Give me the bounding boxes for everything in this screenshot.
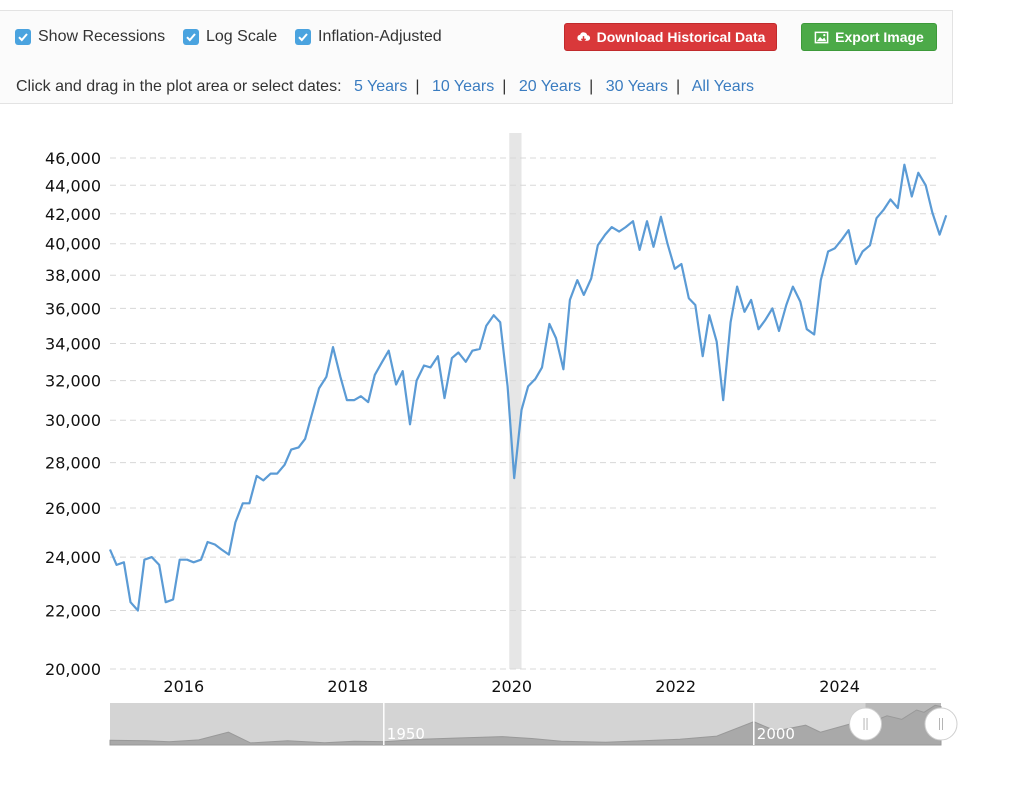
x-tick-label: 2024 bbox=[819, 677, 860, 696]
export-button-label: Export Image bbox=[835, 29, 924, 45]
navigator-year-label: 1950 bbox=[387, 725, 425, 743]
y-tick-label: 30,000 bbox=[45, 411, 101, 430]
y-tick-label: 22,000 bbox=[45, 602, 101, 621]
recession-band bbox=[509, 133, 522, 669]
download-historical-data-button[interactable]: Download Historical Data bbox=[564, 23, 777, 51]
image-icon bbox=[814, 31, 829, 43]
export-image-button[interactable]: Export Image bbox=[801, 23, 937, 51]
inflation-adjusted-checkbox[interactable]: Inflation-Adjusted bbox=[295, 28, 442, 46]
log-scale-checkbox[interactable]: Log Scale bbox=[183, 28, 277, 46]
checkmark-icon bbox=[15, 29, 31, 45]
range-30-years-link[interactable]: 30 Years bbox=[605, 78, 669, 95]
x-tick-label: 2020 bbox=[491, 677, 532, 696]
y-tick-label: 38,000 bbox=[45, 266, 101, 285]
separator: | bbox=[676, 78, 681, 95]
date-range-selector: Click and drag in the plot area or selec… bbox=[16, 78, 754, 96]
date-prompt: Click and drag in the plot area or selec… bbox=[16, 78, 342, 95]
navigator-series-area bbox=[109, 704, 942, 746]
separator: | bbox=[589, 78, 594, 95]
y-tick-label: 46,000 bbox=[45, 149, 101, 168]
y-tick-label: 34,000 bbox=[45, 334, 101, 353]
show-recessions-label: Show Recessions bbox=[38, 28, 166, 45]
y-tick-label: 42,000 bbox=[45, 205, 101, 224]
inflation-adjusted-label: Inflation-Adjusted bbox=[318, 28, 442, 45]
y-tick-label: 28,000 bbox=[45, 454, 101, 473]
show-recessions-checkbox[interactable]: Show Recessions bbox=[15, 28, 165, 46]
y-tick-label: 36,000 bbox=[45, 299, 101, 318]
navigator-handle[interactable] bbox=[849, 707, 883, 741]
log-scale-label: Log Scale bbox=[206, 28, 278, 45]
range-all-years-link[interactable]: All Years bbox=[691, 78, 755, 95]
separator: | bbox=[502, 78, 507, 95]
y-tick-label: 26,000 bbox=[45, 499, 101, 518]
y-tick-label: 40,000 bbox=[45, 235, 101, 254]
x-tick-label: 2016 bbox=[163, 677, 204, 696]
series-line[interactable] bbox=[108, 163, 948, 612]
checkmark-icon bbox=[295, 29, 311, 45]
y-tick-label: 24,000 bbox=[45, 548, 101, 567]
x-tick-label: 2018 bbox=[327, 677, 368, 696]
navigator-year-label: 2000 bbox=[757, 725, 795, 743]
range-20-years-link[interactable]: 20 Years bbox=[518, 78, 582, 95]
y-tick-label: 20,000 bbox=[45, 660, 101, 679]
y-tick-label: 32,000 bbox=[45, 372, 101, 391]
cloud-download-icon bbox=[576, 31, 590, 42]
separator: | bbox=[415, 78, 420, 95]
x-tick-label: 2022 bbox=[655, 677, 696, 696]
navigator-handle[interactable] bbox=[924, 707, 958, 741]
y-tick-label: 44,000 bbox=[45, 176, 101, 195]
checkmark-icon bbox=[183, 29, 199, 45]
download-button-label: Download Historical Data bbox=[596, 29, 766, 45]
range-10-years-link[interactable]: 10 Years bbox=[431, 78, 495, 95]
chart-toolbar: Show Recessions Log Scale Inflation-Adju… bbox=[0, 10, 953, 104]
range-5-years-link[interactable]: 5 Years bbox=[353, 78, 408, 95]
